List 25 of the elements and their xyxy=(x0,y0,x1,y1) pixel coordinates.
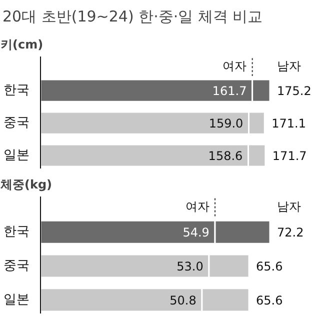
series-label: 여자 xyxy=(185,200,210,214)
annotation: 175.2 xyxy=(277,84,312,98)
series-label: 남자 xyxy=(277,59,302,74)
annotation: 171.7 xyxy=(272,149,307,164)
y-tick-label: 일본 xyxy=(4,292,30,308)
y-tick-label: 중국 xyxy=(4,116,30,131)
y-tick-label: 한국 xyxy=(4,83,30,98)
chart-title: 20대 초반(19~24) 한·중·일 체격 비교 xyxy=(2,8,263,26)
y-tick-label: 한국 xyxy=(4,224,30,240)
annotation: 65.6 xyxy=(256,260,283,274)
data-label: 161.7 xyxy=(212,84,247,98)
series-label: 여자 xyxy=(222,59,247,74)
chart-title: 체중(kg) xyxy=(0,178,52,192)
data-label: 54.9 xyxy=(182,226,210,240)
annotation: 72.2 xyxy=(277,226,304,240)
chart-subtitle: 키(cm) xyxy=(0,38,44,52)
annotation: 171.1 xyxy=(272,116,306,131)
y-tick-label: 중국 xyxy=(4,258,30,274)
data-label: 159.0 xyxy=(208,116,244,131)
annotation: 65.6 xyxy=(256,293,283,308)
data-label: 53.0 xyxy=(176,260,204,274)
series-label: 남자 xyxy=(277,200,302,214)
data-label: 158.6 xyxy=(208,149,243,164)
data-label: 50.8 xyxy=(170,293,196,308)
y-tick-label: 일본 xyxy=(4,148,30,164)
